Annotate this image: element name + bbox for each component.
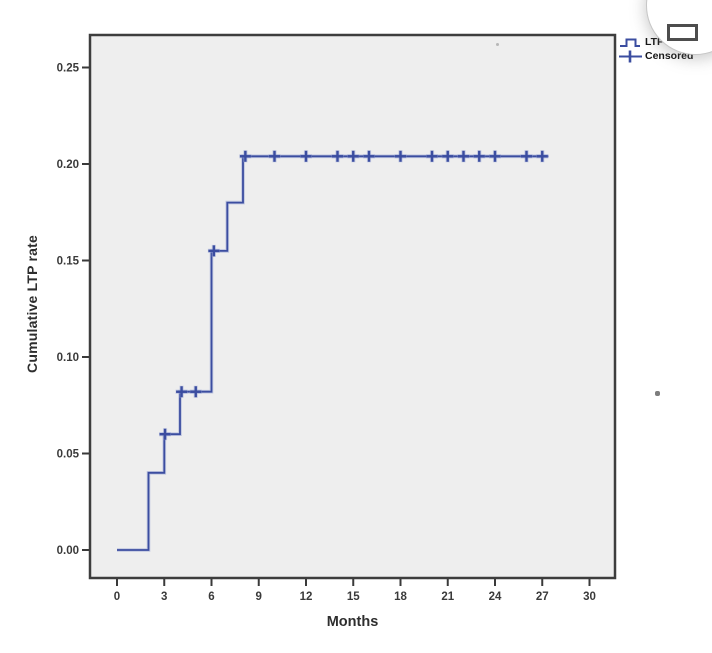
y-tick-label: 0.20 bbox=[57, 159, 79, 171]
x-axis-title: Months bbox=[326, 614, 379, 630]
x-tick-label: 0 bbox=[114, 591, 120, 603]
x-tick-label: 24 bbox=[489, 591, 502, 603]
x-tick-label: 12 bbox=[300, 591, 313, 603]
x-tick-label: 15 bbox=[347, 591, 360, 603]
x-tick-label: 18 bbox=[394, 591, 407, 603]
y-tick-label: 0.15 bbox=[57, 256, 80, 268]
x-tick-label: 3 bbox=[161, 591, 167, 603]
y-tick-label: 0.25 bbox=[57, 63, 80, 75]
plot-area bbox=[88, 33, 617, 580]
x-tick-label: 21 bbox=[441, 591, 454, 603]
y-tick-label: 0.10 bbox=[57, 352, 79, 364]
x-tick-label: 6 bbox=[208, 591, 214, 603]
speck-artifact bbox=[655, 391, 660, 396]
step-line-icon bbox=[620, 38, 640, 47]
y-tick-label: 0.00 bbox=[57, 545, 79, 557]
restore-window-icon bbox=[667, 24, 698, 41]
plus-marker-icon bbox=[619, 50, 642, 62]
speck-artifact bbox=[496, 43, 499, 46]
x-tick-label: 9 bbox=[256, 591, 262, 603]
x-tick-label: 30 bbox=[583, 591, 596, 603]
y-axis-title: Cumulative LTP rate bbox=[24, 235, 40, 373]
y-tick-label: 0.05 bbox=[57, 449, 80, 461]
x-tick-label: 27 bbox=[536, 591, 549, 603]
